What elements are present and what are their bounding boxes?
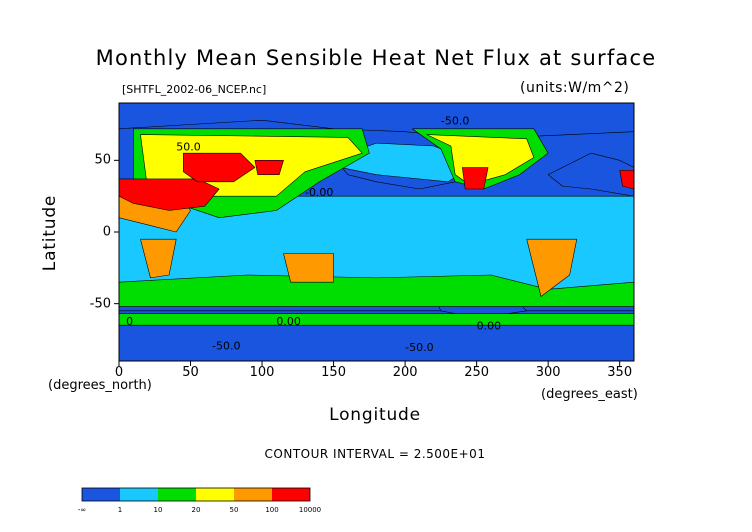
colorbar-swatch xyxy=(272,488,310,501)
heatmap-regions xyxy=(119,103,634,361)
y-tick-label: -50 xyxy=(89,296,111,312)
colorbar-label: 20 xyxy=(191,506,201,514)
region-mongolia-red xyxy=(254,160,284,175)
x-axis-label: Longitude xyxy=(329,405,421,425)
colorbar-swatch xyxy=(234,488,272,501)
region-sw-north-america-red xyxy=(462,167,489,190)
contour-interval-note: CONTOUR INTERVAL = 2.500E+01 xyxy=(264,447,486,461)
colorbar-label: 1 xyxy=(117,506,123,514)
contour-label-0: 50.0 xyxy=(176,140,201,153)
region-tropics-cyan xyxy=(119,195,634,297)
contour-label-5: -50.0 xyxy=(405,341,433,354)
chart-title: Monthly Mean Sensible Heat Net Flux at s… xyxy=(95,46,657,70)
region-north-atlantic xyxy=(547,152,634,197)
units-label: (units:W/m^2) xyxy=(520,80,630,96)
x-axis-unit: (degrees_east) xyxy=(541,387,638,402)
colorbar-label: 10 xyxy=(153,506,163,514)
region-iberia-red xyxy=(619,170,634,190)
contour-label-1: -0.00 xyxy=(305,186,333,199)
x-tick-label: 200 xyxy=(392,365,418,380)
y-tick-label: 50 xyxy=(94,152,111,168)
x-tick-label: 150 xyxy=(321,365,346,380)
x-tick-label: 300 xyxy=(535,365,561,380)
y-axis-unit: (degrees_north) xyxy=(48,378,152,393)
axis-tick-marks xyxy=(114,159,621,366)
region-central-asia-red xyxy=(183,152,256,183)
colorbar-swatch xyxy=(120,488,158,501)
colorbar-label: 50 xyxy=(229,506,239,514)
x-tick-label: 350 xyxy=(607,365,633,380)
region-antarctic-green-margin xyxy=(119,313,634,326)
region-south-america-orange xyxy=(526,238,578,297)
x-tick-label: 250 xyxy=(464,365,490,380)
region-southern-africa-orange xyxy=(140,238,177,279)
colorbar-swatch xyxy=(196,488,234,501)
dataset-filename: [SHTFL_2002-06_NCEP.nc] xyxy=(122,83,267,96)
colorbar-label: 10000 xyxy=(298,506,322,514)
contour-labels: 50.0 -0.00 -50.0 0.00 -50.0 -50.0 0.00 0 xyxy=(126,115,501,354)
y-tick-label: 0 xyxy=(102,224,111,240)
colorbar-swatch xyxy=(158,488,196,501)
contour-label-7: 0 xyxy=(126,315,133,328)
contour-label-3: 0.00 xyxy=(276,315,301,328)
colorbar-frame xyxy=(81,487,311,502)
region-australia-orange xyxy=(283,253,334,283)
colorbar xyxy=(81,487,311,502)
x-tick-label: 100 xyxy=(249,365,275,380)
x-tick-label: 50 xyxy=(182,365,199,380)
region-north-america-yellow xyxy=(426,134,535,185)
colorbar-label: -∞ xyxy=(77,506,87,514)
colorbar-label: 100 xyxy=(265,506,279,514)
x-tick-label: 0 xyxy=(114,365,124,380)
contour-label-4: -50.0 xyxy=(212,340,240,353)
contour-label-2: -50.0 xyxy=(441,115,469,128)
contour-label-6: 0.00 xyxy=(477,319,502,332)
y-axis-label: Latitude xyxy=(40,194,60,272)
colorbar-swatch xyxy=(82,488,120,501)
